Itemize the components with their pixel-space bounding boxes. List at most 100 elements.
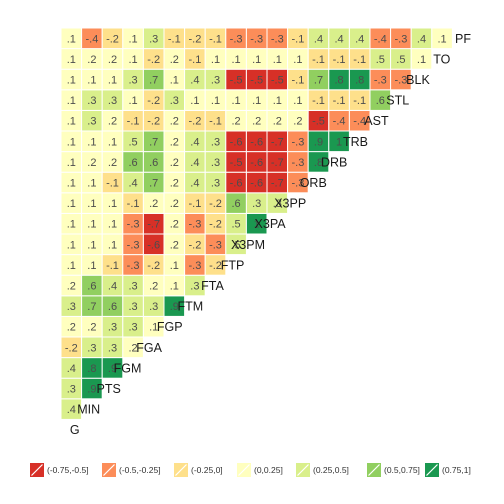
cell-value-label: .5 [232, 239, 241, 251]
cell-value-label: .3 [129, 322, 138, 334]
cell-value-label: .2 [170, 136, 179, 148]
cell-value-label: -.1 [209, 116, 222, 128]
legend-swatch-slash [175, 464, 187, 476]
cell-value-label: .6 [376, 95, 385, 107]
cell-value-label: .1 [232, 95, 241, 107]
cell-value-label: -.5 [271, 75, 284, 87]
cell-value-label: .8 [87, 363, 96, 375]
cell-value-label: 1 [336, 136, 342, 148]
cell-value-label: .1 [67, 54, 76, 66]
cell-value-label: .7 [314, 75, 323, 87]
cell-value-label: .3 [129, 281, 138, 293]
variable-label-ftp: FTP [221, 258, 245, 272]
cell-value-label: -.6 [250, 178, 263, 190]
cell-value-label: -.3 [127, 239, 140, 251]
cell-value-label: .4 [314, 33, 323, 45]
cell-value-label: .6 [87, 281, 96, 293]
cell-value-label: 1 [254, 219, 260, 231]
variable-label-pf: PF [455, 32, 471, 46]
cell-value-label: -.2 [147, 54, 160, 66]
cell-value-label: .6 [232, 198, 241, 210]
cell-value-label: .9 [108, 363, 117, 375]
cell-value-label: -.6 [230, 136, 243, 148]
variable-label-stl: STL [386, 94, 409, 108]
cell-value-label: .3 [211, 157, 220, 169]
cell-value-label: .2 [67, 322, 76, 334]
cell-value-label: .9 [87, 384, 96, 396]
cell-value-label: -.3 [374, 75, 387, 87]
cell-value-label: -.1 [188, 54, 201, 66]
cell-value-label: -.1 [312, 95, 325, 107]
cell-value-label: .5 [396, 54, 405, 66]
cell-value-label: .2 [87, 322, 96, 334]
cell-value-label: .6 [129, 157, 138, 169]
cell-value-label: -.7 [271, 157, 284, 169]
cell-value-label: -.2 [147, 95, 160, 107]
cell-value-label: .2 [108, 54, 117, 66]
cell-value-label: .2 [149, 281, 158, 293]
cell-value-label: .1 [170, 260, 179, 272]
legend: (-0.75,-0.5] (-0.5,-0.25] (-0.25,0] (0,0.25… [30, 463, 471, 477]
legend-label: (-0.75,-0.5] [47, 465, 89, 475]
cell-value-label: .3 [211, 75, 220, 87]
cell-value-label: .6 [149, 157, 158, 169]
cell-value-label: .3 [108, 342, 117, 354]
cell-value-label: .9 [170, 301, 179, 313]
cell-value-label: -.2 [65, 342, 78, 354]
cell-value-label: -.6 [250, 157, 263, 169]
variable-label-ast: AST [364, 114, 389, 128]
cell-value-label: .1 [67, 75, 76, 87]
cell-value-label: .1 [438, 33, 447, 45]
cell-value-label: .4 [190, 157, 199, 169]
legend-swatch-slash [238, 464, 250, 476]
cell-value-label: -.2 [188, 116, 201, 128]
cell-value-label: .1 [252, 95, 261, 107]
cell-value-label: -.3 [291, 157, 304, 169]
cell-value-label: .1 [108, 198, 117, 210]
cell-value-label: .3 [67, 384, 76, 396]
variable-label-orb: ORB [300, 176, 327, 190]
cell-value-label: -.1 [312, 54, 325, 66]
cell-value-label: .2 [108, 157, 117, 169]
cell-value-label: .1 [87, 219, 96, 231]
cell-value-label: .4 [67, 404, 76, 416]
cell-value-label: .1 [87, 198, 96, 210]
cell-value-label: .2 [87, 157, 96, 169]
legend-swatch-slash [31, 464, 43, 476]
cell-value-label: .3 [129, 301, 138, 313]
cell-value-label: .1 [273, 95, 282, 107]
cell-value-label: .2 [87, 54, 96, 66]
cell-value-label: .2 [170, 157, 179, 169]
cell-value-label: .1 [67, 239, 76, 251]
variable-label-pts: PTS [96, 382, 120, 396]
legend-swatch-slash [103, 464, 115, 476]
cell-value-label: -.2 [106, 33, 119, 45]
cell-value-label: -.1 [353, 54, 366, 66]
cell-value-label: .1 [190, 95, 199, 107]
cell-value-label: .1 [108, 136, 117, 148]
cell-value-label: -.5 [230, 157, 243, 169]
cell-value-label: -.7 [271, 136, 284, 148]
heatmap-cells: .4 .3 .9 .4 .8 .9 -.2 .3 .3 .2 .2 .2 .3 .3 .1 .3 .7 .6 .3.… [60, 27, 453, 420]
cell-value-label: .5 [232, 219, 241, 231]
cell-value-label: .1 [170, 281, 179, 293]
cell-value-label: -.1 [168, 33, 181, 45]
cell-value-label: -.7 [147, 219, 160, 231]
cell-value-label: -.3 [188, 219, 201, 231]
variable-label-drb: DRB [321, 155, 347, 169]
cell-value-label: .1 [67, 157, 76, 169]
cell-value-label: -.4 [353, 116, 366, 128]
cell-value-label: .4 [417, 33, 426, 45]
variable-label-fta: FTA [201, 279, 224, 293]
legend-label: (0.5,0.75] [384, 465, 420, 475]
cell-value-label: .3 [108, 95, 117, 107]
cell-value-label: .1 [417, 54, 426, 66]
cell-value-label: .9 [314, 136, 323, 148]
cell-value-label: .3 [211, 136, 220, 148]
cell-value-label: .1 [273, 54, 282, 66]
cell-value-label: -.1 [106, 260, 119, 272]
variable-label-fgm: FGM [114, 361, 142, 375]
cell-value-label: -.4 [85, 33, 98, 45]
cell-value-label: -.1 [291, 33, 304, 45]
cell-value-label: .6 [108, 301, 117, 313]
